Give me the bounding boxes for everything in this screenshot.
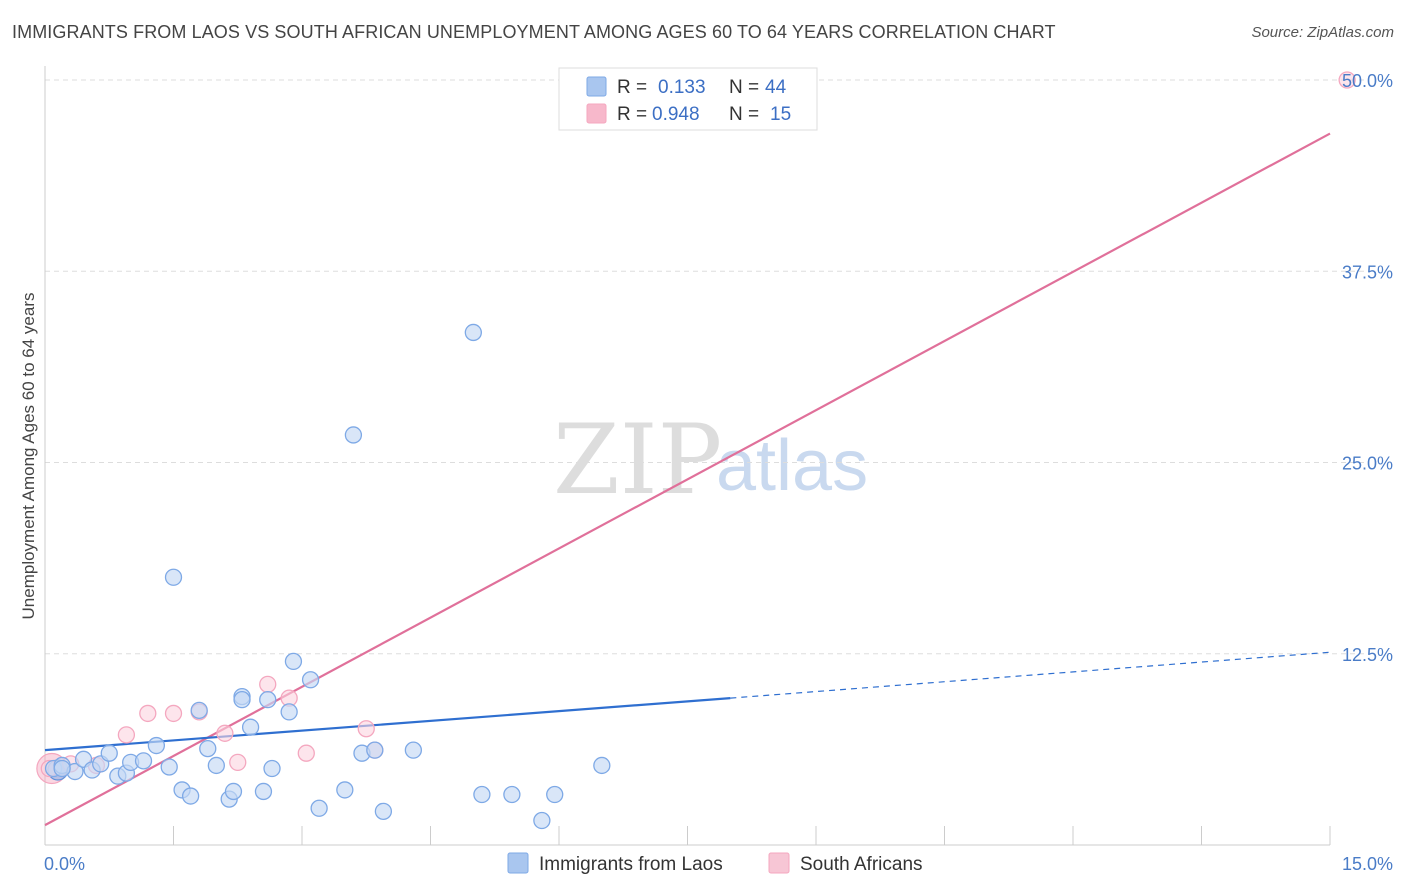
legend-r-value-south-africans: 0.948 [652, 104, 700, 125]
point-laos-31 [336, 781, 354, 799]
series-legend-swatch-south-africans [768, 852, 790, 874]
point-laos-10 [134, 752, 153, 770]
point-laos-42 [593, 756, 611, 775]
series-legend: Immigrants from Laos South Africans [507, 852, 923, 875]
point-laos-36 [404, 741, 423, 759]
point-laos-26 [263, 759, 281, 778]
point-laos-25 [259, 691, 277, 709]
point-south-africans-5 [164, 704, 183, 723]
point-laos-40 [533, 811, 551, 830]
axes [44, 66, 1331, 846]
tick-labels: 12.5% 25.0% 37.5% 50.0% 0.0% 15.0% [44, 71, 1393, 874]
legend-r-value-laos: 0.133 [658, 77, 706, 98]
stats-legend: R = 0.133 N = 44 R = 0.948 N = 15 [558, 67, 818, 131]
point-south-africans-8 [229, 753, 247, 772]
point-laos-23 [241, 718, 260, 736]
y-tick-label-1: 25.0% [1342, 454, 1393, 474]
point-laos-11 [147, 736, 166, 755]
watermark-atlas: atlas [716, 426, 868, 506]
legend-n-label-laos: N = [729, 77, 759, 98]
trend-line-laos-extension [730, 651, 1331, 699]
point-laos-16 [190, 701, 208, 720]
legend-r-label-south-africans: R = [617, 104, 647, 125]
point-laos-27 [280, 703, 298, 721]
data-points [36, 71, 1356, 830]
point-laos-18 [207, 756, 225, 775]
watermark-zip: ZIP [553, 404, 722, 516]
point-laos-34 [366, 741, 384, 759]
series-legend-label-laos: Immigrants from Laos [539, 854, 723, 875]
legend-swatch-south-africans [586, 103, 607, 124]
y-tick-label-3: 50.0% [1342, 71, 1393, 91]
point-south-africans-12 [357, 720, 375, 738]
point-south-africans-11 [297, 744, 315, 762]
point-laos-28 [284, 652, 303, 671]
point-laos-30 [310, 799, 328, 817]
legend-n-value-laos: 44 [765, 77, 787, 98]
point-laos-17 [199, 739, 217, 758]
source-label: Source: ZipAtlas.com [1251, 24, 1394, 41]
grid-lines [45, 79, 1365, 655]
point-laos-21 [224, 782, 243, 801]
point-laos-15 [181, 787, 200, 805]
series-legend-swatch-laos [507, 852, 529, 874]
point-laos-12 [160, 758, 178, 776]
point-laos-43 [53, 759, 71, 778]
x-tick-label-0: 0.0% [44, 854, 85, 874]
point-laos-24 [254, 782, 273, 801]
point-laos-22 [233, 691, 251, 709]
point-laos-35 [374, 802, 393, 820]
point-laos-29 [301, 671, 320, 689]
trend-line-south-africans [44, 132, 1331, 827]
point-laos-37 [464, 323, 482, 342]
chart-title: IMMIGRANTS FROM LAOS VS SOUTH AFRICAN UN… [12, 22, 1056, 42]
point-south-africans-9 [259, 675, 277, 693]
y-tick-label-0: 12.5% [1342, 645, 1393, 665]
point-south-africans-4 [139, 704, 157, 723]
point-laos-38 [473, 785, 491, 804]
y-axis-label: Unemployment Among Ages 60 to 64 years [19, 293, 38, 620]
point-laos-39 [503, 785, 521, 804]
legend-r-label-laos: R = [617, 77, 647, 98]
legend-n-value-south-africans: 15 [770, 104, 791, 125]
point-laos-6 [100, 744, 118, 762]
series-legend-label-south-africans: South Africans [800, 854, 923, 875]
y-tick-label-2: 37.5% [1342, 262, 1393, 282]
point-south-africans-7 [216, 724, 234, 742]
point-laos-32 [344, 426, 363, 444]
point-south-africans-3 [117, 726, 136, 744]
legend-n-label-south-africans: N = [729, 104, 759, 125]
point-south-africans-14 [1338, 71, 1356, 89]
legend-swatch-laos [586, 76, 607, 97]
point-laos-41 [546, 785, 564, 804]
x-tick-label-1: 15.0% [1342, 854, 1393, 874]
point-laos-13 [164, 568, 183, 586]
trend-lines [44, 132, 1331, 827]
